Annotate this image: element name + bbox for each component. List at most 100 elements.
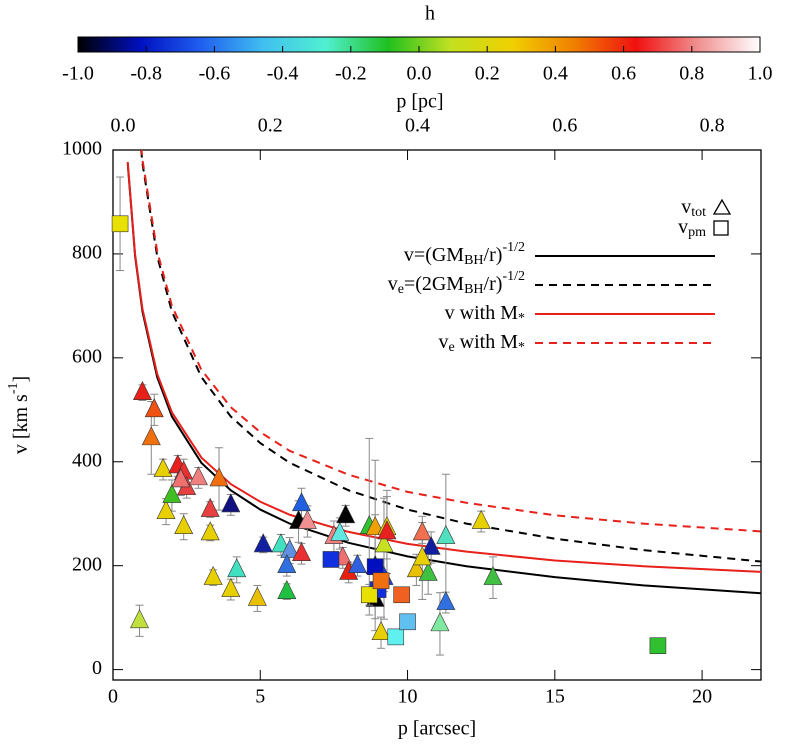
square-point — [393, 586, 410, 604]
triangle-point — [153, 457, 173, 477]
colorbar-tick-label: 0.8 — [679, 63, 704, 85]
triangle-point — [292, 492, 311, 512]
triangle-point — [156, 499, 176, 519]
text-part: v — [681, 196, 691, 218]
triangle-point — [421, 535, 441, 555]
colorbar-tick-label: -1.0 — [62, 63, 94, 85]
triangle-point — [200, 521, 220, 541]
triangle-point — [162, 483, 182, 503]
x-tick-label: 10 — [398, 686, 418, 708]
x2-tick-label: 0.6 — [552, 115, 577, 137]
x2-axis-label: p [pc] — [396, 91, 443, 113]
triangle-point — [412, 521, 432, 541]
triangle-point — [365, 516, 385, 536]
triangle-point — [371, 621, 391, 641]
triangle-point — [141, 426, 161, 446]
legend-label: v=(GMBH/r)-1/2 — [404, 240, 525, 268]
square-point — [372, 572, 390, 590]
text-part: e — [398, 282, 404, 297]
y-tick-label: 600 — [72, 345, 102, 367]
triangle-point — [132, 380, 152, 400]
x2-tick-label: 0.0 — [111, 115, 136, 137]
legend-marker — [713, 220, 729, 236]
triangle-point — [221, 577, 241, 597]
colorbar-tick-label: 0.2 — [475, 63, 500, 85]
square-point — [322, 551, 340, 568]
text-part: tot — [691, 205, 706, 220]
y-tick-label: 0 — [92, 657, 102, 679]
colorbar-tick-label: 0.4 — [543, 63, 568, 85]
text-part: e — [448, 340, 454, 355]
triangle-point — [406, 558, 426, 578]
text-part: * — [518, 340, 525, 355]
triangle-point — [330, 521, 350, 541]
triangle-point — [336, 504, 356, 524]
triangle-point — [377, 520, 397, 540]
y-tick-label: 800 — [72, 242, 102, 264]
y-tick-label: 400 — [72, 449, 102, 471]
legend-label: ve=(2GMBH/r)-1/2 — [388, 269, 525, 297]
colorbar-title: h — [425, 3, 435, 25]
curves — [126, 150, 761, 595]
x2-tick-label: 0.8 — [700, 115, 725, 137]
y-tick-label: 1000 — [62, 138, 102, 160]
triangle-point — [253, 533, 273, 553]
x-tick-label: 15 — [545, 686, 565, 708]
colorbar-tick-label: 0.0 — [407, 63, 432, 85]
triangle-point — [171, 468, 191, 488]
text-part: -1/2 — [502, 240, 525, 255]
triangle-point — [144, 398, 164, 418]
triangle-point — [483, 565, 503, 585]
triangle-point — [374, 533, 394, 553]
x-tick-label: 20 — [692, 686, 712, 708]
triangle-point — [430, 612, 450, 632]
text-part: /r) — [484, 273, 503, 295]
legend-label: ve with M* — [438, 331, 525, 356]
colorbar-tick-label: -0.2 — [335, 63, 367, 85]
text-part: v=(GM — [404, 244, 464, 266]
triangle-point — [436, 524, 456, 544]
text-part: v — [388, 273, 398, 295]
legend-marker — [712, 198, 732, 215]
text-part: BH — [464, 253, 483, 268]
x2-tick-label: 0.4 — [405, 115, 430, 137]
x2-tick-label: 0.2 — [258, 115, 283, 137]
text-part: v [km s — [10, 394, 32, 454]
colorbar-tick-label: -0.4 — [267, 63, 299, 85]
triangle-point — [130, 609, 149, 629]
text-part: -1 — [6, 383, 21, 395]
triangle-point — [174, 515, 194, 535]
legend-label: vtot — [681, 196, 706, 221]
x-tick-label: 0 — [108, 686, 118, 708]
text-part: -1/2 — [502, 269, 525, 284]
square-point — [649, 637, 667, 655]
curve — [140, 150, 761, 533]
legend-label: vpm — [678, 216, 706, 241]
triangle-point — [188, 466, 208, 486]
text-part: /r) — [484, 244, 503, 266]
triangle-point — [277, 579, 297, 599]
triangle-point — [221, 493, 241, 513]
colorbar-tick-label: -0.6 — [199, 63, 231, 85]
text-part: BH — [464, 282, 483, 297]
text-part: * — [518, 311, 525, 326]
square-point — [387, 628, 405, 646]
triangle-point — [247, 586, 267, 606]
triangle-point — [227, 558, 247, 578]
triangle-point — [471, 509, 491, 529]
triangle-point — [271, 533, 291, 553]
square-point — [399, 613, 416, 631]
square-point — [366, 558, 384, 576]
text-part: v — [678, 216, 688, 238]
text-part: ] — [10, 376, 32, 383]
triangle-point — [203, 565, 223, 585]
colorbar-tick-label: -0.8 — [130, 63, 162, 85]
triangle-point — [347, 554, 367, 573]
colorbar-tick-label: 0.6 — [611, 63, 636, 85]
text-part: =(2GM — [404, 273, 464, 295]
plot-frame — [112, 149, 762, 681]
text-part: v — [438, 331, 448, 353]
text-part: v with M — [445, 302, 519, 324]
y-axis-label: v [km s-1] — [6, 376, 31, 454]
triangle-point — [418, 561, 438, 581]
